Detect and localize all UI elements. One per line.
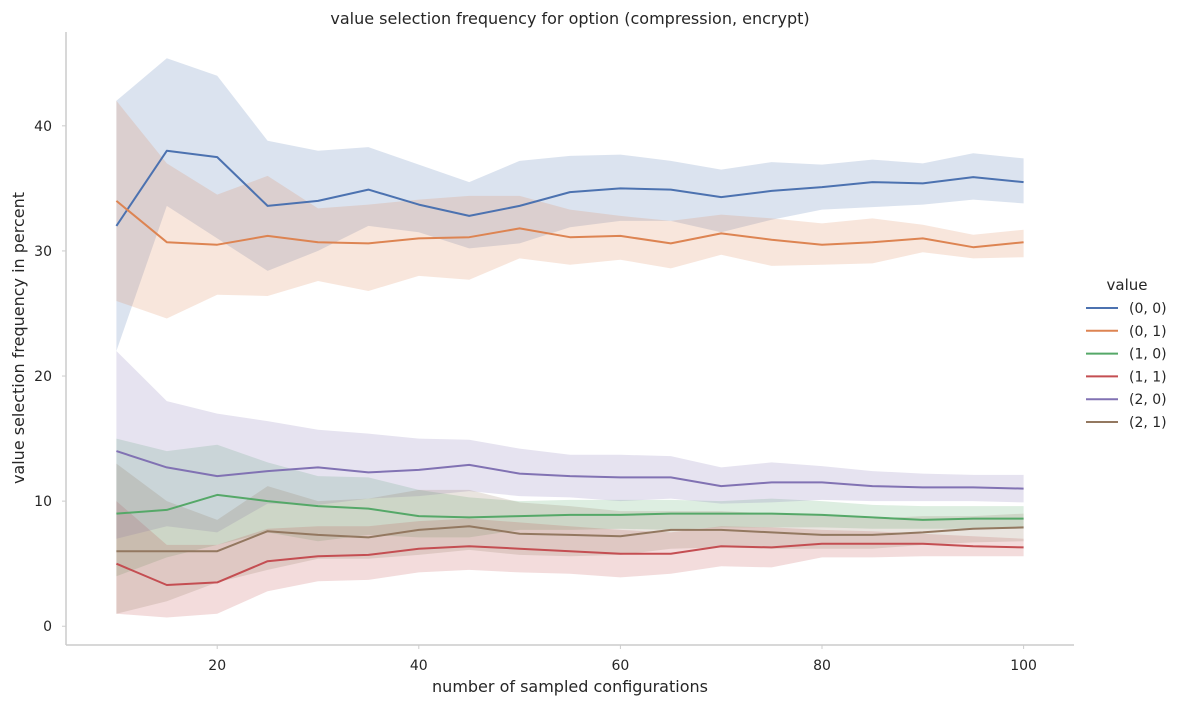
confidence-band-1-0 bbox=[116, 438, 1024, 577]
x-axis-label: number of sampled configurations bbox=[432, 677, 708, 696]
series-line-2-0 bbox=[116, 450, 1024, 490]
y-tick-label: 20 bbox=[34, 369, 52, 385]
x-tick-label: 20 bbox=[208, 658, 226, 674]
legend-label: (1, 0) bbox=[1129, 347, 1167, 363]
legend: value (0, 0) (0, 1) (1, 0) (1, 1) (2, 0) (2, … bbox=[1086, 276, 1167, 431]
confidence-bands bbox=[116, 58, 1024, 618]
y-ticks: 0 10 20 30 40 bbox=[34, 119, 66, 635]
x-tick-label: 100 bbox=[1010, 658, 1037, 674]
y-axis-label: value selection frequency in percent bbox=[9, 192, 28, 484]
legend-item-1-0: (1, 0) bbox=[1086, 347, 1167, 363]
legend-item-0-1: (0, 1) bbox=[1086, 324, 1167, 340]
series-lines bbox=[115, 149, 1024, 586]
y-tick-label: 40 bbox=[34, 119, 52, 135]
x-tick-label: 40 bbox=[410, 658, 428, 674]
legend-item-0-0: (0, 0) bbox=[1086, 301, 1167, 317]
series-line-1-1 bbox=[116, 542, 1024, 586]
series-line-2-1 bbox=[116, 525, 1024, 553]
series-line-0-0 bbox=[115, 149, 1024, 227]
legend-label: (2, 1) bbox=[1129, 415, 1167, 431]
x-tick-label: 80 bbox=[813, 658, 831, 674]
legend-item-1-1: (1, 1) bbox=[1086, 369, 1167, 385]
legend-label: (0, 0) bbox=[1129, 301, 1167, 317]
series-line-1-0 bbox=[116, 493, 1024, 521]
y-tick-label: 10 bbox=[34, 494, 52, 510]
legend-label: (0, 1) bbox=[1129, 324, 1167, 340]
y-tick-label: 30 bbox=[34, 244, 52, 260]
confidence-band-2-0 bbox=[116, 351, 1024, 539]
confidence-band-1-1 bbox=[116, 501, 1024, 618]
legend-item-2-1: (2, 1) bbox=[1086, 415, 1167, 431]
confidence-band-0-1 bbox=[116, 100, 1024, 319]
y-tick-label: 0 bbox=[43, 619, 52, 635]
legend-label: (2, 0) bbox=[1129, 392, 1167, 408]
legend-title: value bbox=[1107, 276, 1148, 294]
confidence-band-0-0 bbox=[116, 58, 1024, 352]
legend-item-2-0: (2, 0) bbox=[1086, 392, 1167, 408]
x-tick-label: 60 bbox=[611, 658, 629, 674]
confidence-band-2-1 bbox=[116, 463, 1024, 614]
legend-label: (1, 1) bbox=[1129, 369, 1167, 385]
x-ticks: 20 40 60 80 100 bbox=[208, 645, 1037, 674]
series-line-0-1 bbox=[115, 200, 1024, 249]
chart-title: value selection frequency for option (co… bbox=[330, 9, 809, 28]
